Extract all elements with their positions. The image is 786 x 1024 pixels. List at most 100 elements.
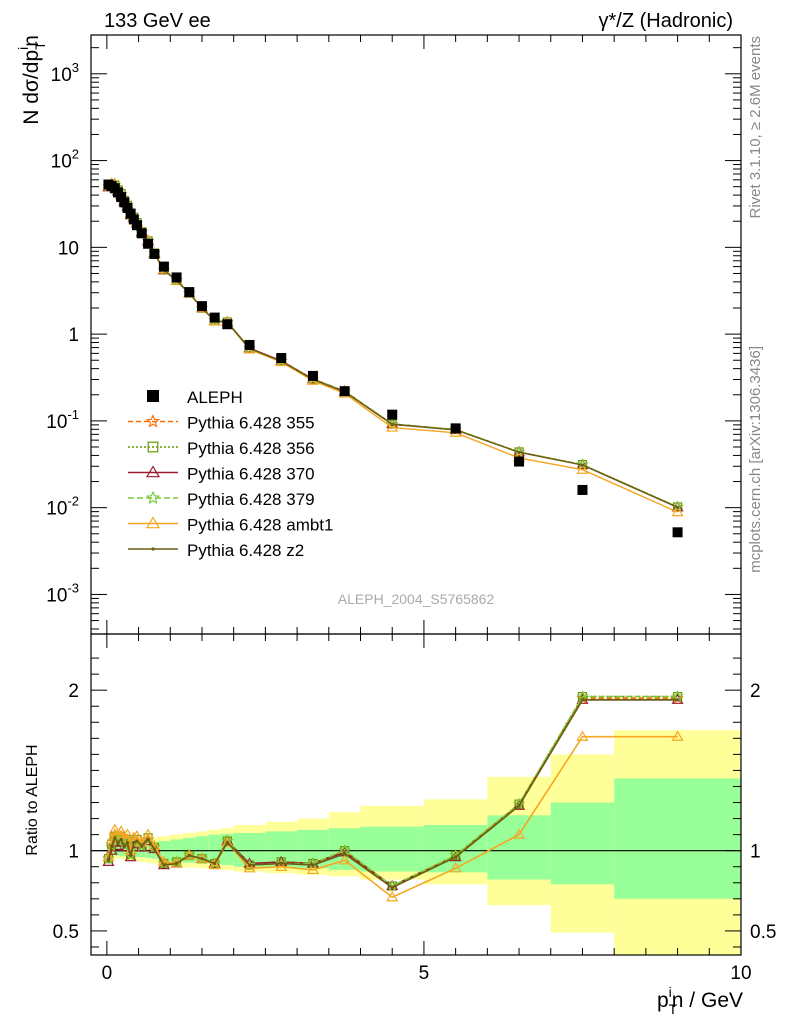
mc-marker [576,458,589,470]
ratio-marker [675,698,680,702]
mc-marker [576,463,589,474]
stat-uncertainty-bin [487,815,551,880]
ratio-marker [135,839,139,843]
mc-curve-0 [108,184,678,508]
mc-marker [675,505,680,509]
ratio-marker [146,837,150,842]
ratio-marker [200,857,204,861]
analysis-watermark: ALEPH_2004_S5765862 [338,591,495,607]
data-point [125,208,136,219]
mc-curve-1 [108,183,678,508]
legend: ALEPH Pythia 6.428 355 Pythia 6.428 356 Pyt… [128,388,333,560]
legend-marker-data [147,390,159,402]
data-point [577,484,588,495]
y-tick-label: 102 [51,147,79,173]
mc-marker [671,505,684,517]
ratio-marker [580,698,585,702]
data-point [450,423,461,434]
ratio-y-tick-label-right: 2 [750,681,761,702]
ratio-marker [221,834,234,846]
ratio-marker [225,841,229,845]
legend-marker-5 [151,547,155,551]
ratio-marker [116,841,120,845]
x-tick-label: 0 [102,963,113,984]
ratio-marker [306,863,320,875]
ratio-marker [449,862,462,873]
mc-marker [390,422,394,427]
data-point [122,202,133,213]
data-point [158,261,169,272]
data-point [128,214,139,225]
y-tick-label: 10-2 [46,494,79,520]
legend-marker-4 [145,516,161,529]
ratio-marker [221,836,234,847]
ratio-marker [121,828,134,839]
ratio-y-tick-label-right: 1 [750,842,761,863]
mc-curve-3 [108,184,678,508]
ratio-marker [119,837,123,842]
data-point [307,370,318,381]
ratio-marker [140,844,144,848]
ratio-uncertainty-bands [91,730,741,955]
ratio-marker [106,858,111,862]
y-tick-label: 10 [58,238,79,259]
ratio-marker [275,857,288,869]
ratio-marker [671,730,684,741]
rivet-label: Rivet 3.1.10, ≥ 2.6M events [747,36,764,219]
mc-curve-4 [107,182,678,513]
mc-marker [517,450,521,454]
y-tick-label: 10-1 [46,407,79,433]
stat-uncertainty-bin [423,824,488,873]
ratio-y-tick-label: 2 [68,681,79,702]
ratio-marker [129,853,133,858]
process-label: γ*/Z (Hadronic) [599,10,733,32]
ratio-marker [454,855,458,859]
x-tick-label: 10 [730,963,751,984]
data-point [136,228,147,239]
ratio-marker [125,841,130,845]
ratio-line-5 [107,698,678,889]
data-point [184,287,195,298]
stat-uncertainty-bin [360,826,424,872]
legend-label-1: Pythia 6.428 356 [187,439,315,458]
data-point [514,456,525,467]
data-point [171,272,182,283]
mc-curve-5 [108,184,678,508]
legend-label-3: Pythia 6.428 379 [187,490,315,509]
legend-marker-1 [147,441,159,453]
data-point [119,197,130,208]
y-tick-label: 10-3 [46,580,79,606]
axes-frames: 0 5 10 10-3 10-2 10-1 1 10 102 103 0.5 0.5 1 1 2 2 [46,34,776,984]
legend-marker-2 [145,465,161,478]
data-point [143,238,154,249]
legend-marker-0 [145,414,161,428]
ratio-mc-lines [102,690,684,902]
legend-label-0: Pythia 6.428 355 [187,414,315,433]
legend-label-4: Pythia 6.428 ambt1 [187,516,333,535]
energy-label: 133 GeV ee [104,10,211,32]
ratio-marker [183,849,196,861]
main-y-axis-label: N dσ/dpTin [15,35,48,125]
legend-label-2: Pythia 6.428 370 [187,465,315,484]
mc-curve-2 [108,185,678,508]
data-point [276,353,287,364]
ratio-marker [122,844,126,848]
ratio-marker [390,885,394,890]
ratio-y-tick-label: 0.5 [53,922,79,943]
stat-uncertainty-bin [614,778,741,899]
legend-label-5: Pythia 6.428 z2 [187,541,304,560]
x-tick-label: 5 [419,963,430,984]
ratio-marker [343,852,347,856]
ratio-marker [108,823,121,834]
ratio-marker [208,858,221,870]
ratio-marker [386,891,399,902]
ratio-marker [152,847,157,851]
ratio-y-axis-label: Ratio to ALEPH [24,744,41,855]
ratio-marker [338,854,351,865]
data-point [244,339,255,350]
ratio-marker [113,836,117,840]
mc-marker [386,421,399,432]
ratio-marker [175,861,179,866]
ratio-marker [187,853,191,858]
y-tick-label: 103 [51,60,79,86]
